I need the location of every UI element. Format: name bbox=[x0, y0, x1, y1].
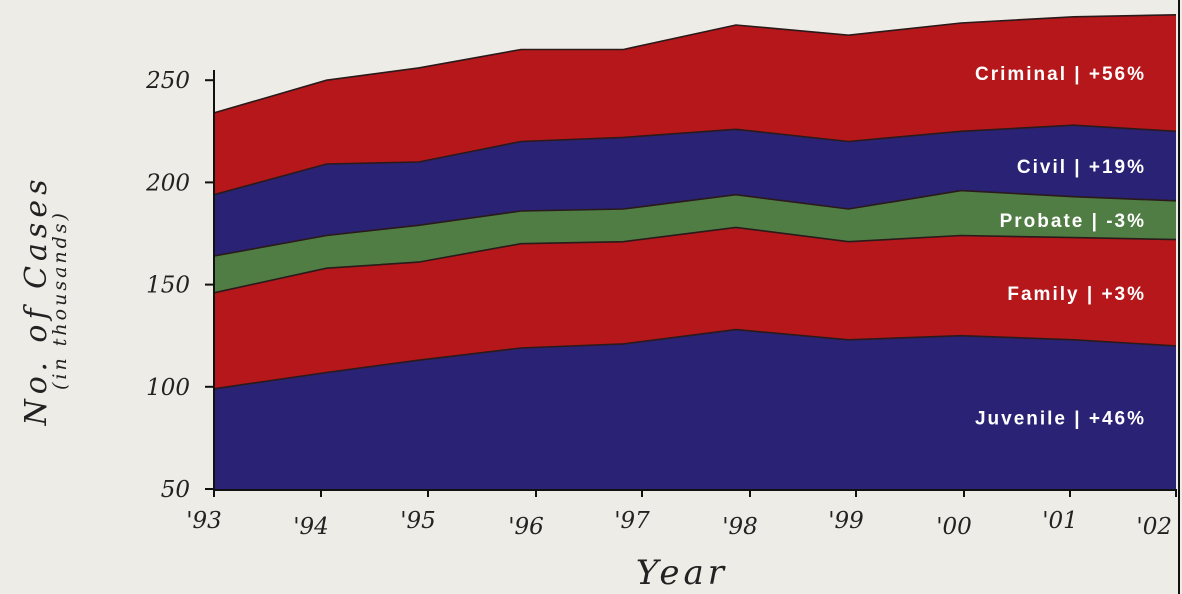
outline-civil bbox=[213, 124, 1177, 196]
y-tick-label: 100 bbox=[146, 375, 190, 401]
series-label-probate: Probate | -3% bbox=[1000, 211, 1146, 232]
series-labels: Juvenile | +46% Family | +3% Probate | -3%… bbox=[975, 64, 1146, 430]
x-axis-title: Year bbox=[636, 553, 728, 593]
area-civil bbox=[214, 125, 1176, 256]
x-tick-label: '01 bbox=[1042, 508, 1078, 534]
outline-criminal bbox=[213, 14, 1177, 114]
x-tick-label: '93 bbox=[186, 508, 222, 534]
series-label-criminal: Criminal | +56% bbox=[975, 64, 1146, 85]
y-tick-label: 250 bbox=[145, 68, 190, 94]
x-tick-label: '94 bbox=[293, 514, 329, 540]
area-juvenile bbox=[214, 329, 1176, 489]
area-family bbox=[214, 227, 1176, 389]
series-label-family: Family | +3% bbox=[1007, 284, 1146, 305]
x-tick-label: '95 bbox=[400, 508, 436, 534]
outline-juvenile bbox=[213, 328, 1177, 390]
x-axis: '93 '94 '95 '96 '97 '98 '99 '00 '01 '02 bbox=[186, 489, 1177, 540]
series-label-civil: Civil | +19% bbox=[1017, 157, 1146, 178]
x-tick-label: '96 bbox=[508, 514, 544, 540]
area-criminal bbox=[214, 14, 1176, 195]
y-tick-label: 200 bbox=[145, 170, 190, 196]
y-axis-title: No. of Cases bbox=[19, 175, 54, 427]
y-axis-title-group: No. of Cases (in thousands) bbox=[19, 175, 71, 427]
area-probate bbox=[214, 190, 1176, 293]
right-border bbox=[1178, 0, 1180, 594]
series-label-juvenile: Juvenile | +46% bbox=[975, 409, 1146, 430]
outline-probate bbox=[213, 189, 1177, 257]
series-outlines bbox=[213, 14, 1177, 390]
x-tick-label: '98 bbox=[722, 514, 758, 540]
y-axis-subtitle: (in thousands) bbox=[49, 210, 71, 390]
x-tick-label: '99 bbox=[828, 508, 864, 534]
x-tick-label: '97 bbox=[614, 508, 650, 534]
y-axis: 50 100 150 200 250 bbox=[145, 68, 215, 503]
outline-family bbox=[213, 226, 1177, 294]
x-tick-label: '02 bbox=[1136, 514, 1172, 540]
y-tick-label: 50 bbox=[161, 477, 190, 503]
series-areas bbox=[214, 14, 1176, 489]
y-tick-label: 150 bbox=[146, 273, 190, 299]
x-tick-label: '00 bbox=[936, 514, 972, 540]
